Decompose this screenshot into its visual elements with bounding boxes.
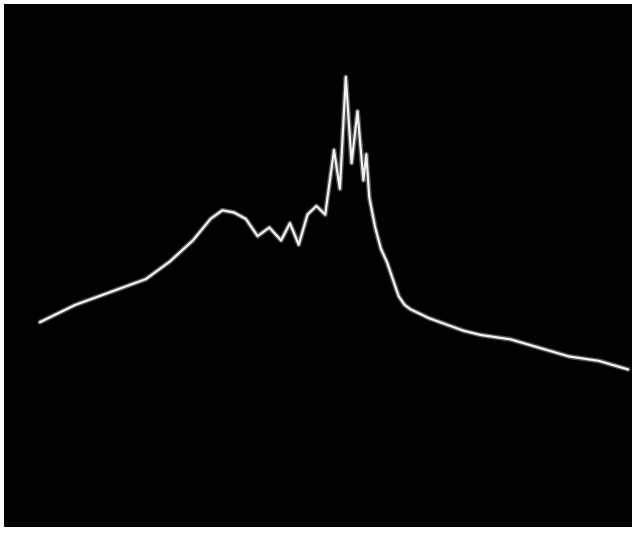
spectrum-chart <box>37 74 631 372</box>
spectrum-display <box>4 4 632 527</box>
spectrum-trace <box>38 75 630 371</box>
spectrum-trace-glow <box>37 74 631 372</box>
trace-layer <box>37 74 631 372</box>
